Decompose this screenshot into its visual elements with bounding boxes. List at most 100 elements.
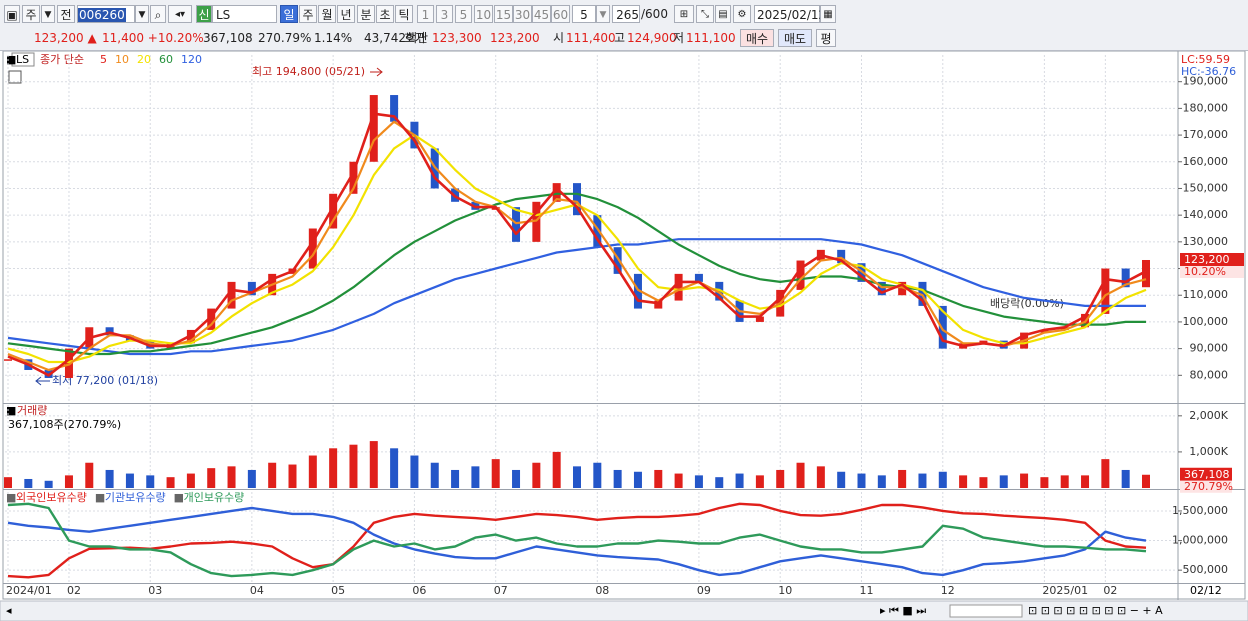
minute-option[interactable]: 3: [436, 5, 453, 23]
volume-bar: [654, 469, 663, 488]
y-tick-label: 2,000K: [1189, 409, 1228, 422]
volume-bar: [735, 473, 744, 488]
y-tick-label: 500,000: [1183, 563, 1229, 576]
period-tab[interactable]: 주: [299, 5, 317, 23]
scroll-controls[interactable]: ▸ ⏮ ■ ⏭: [880, 604, 926, 617]
ask-label: 호가: [404, 31, 427, 45]
minute-option[interactable]: 60: [551, 5, 570, 23]
zoom-controls[interactable]: ⊡ ⊡ ⊡ ⊡ ⊡ ⊡ ⊡ ⊡ − + A: [1028, 604, 1163, 617]
minute-option[interactable]: 45: [532, 5, 551, 23]
chart-icon[interactable]: ▣: [4, 5, 20, 23]
tool-icon[interactable]: ⤡: [696, 5, 714, 23]
line-series: [7, 238, 1146, 356]
legend-dot: ■: [6, 53, 16, 66]
volume-bar: [674, 473, 683, 488]
chart-name: LS: [16, 53, 29, 66]
new-badge[interactable]: 신: [196, 5, 212, 23]
volume-bar: [1121, 469, 1130, 488]
hc-label: HC:-36.76: [1181, 65, 1236, 78]
last-volume-ratio-tag: [1180, 480, 1232, 493]
avg-button[interactable]: 평: [816, 29, 836, 47]
period-tab[interactable]: 분: [357, 5, 375, 23]
candle: [613, 247, 622, 274]
turnover: 1.14%: [314, 31, 353, 45]
volume-bar: [227, 466, 236, 488]
sound[interactable]: ◂▾: [168, 5, 192, 23]
volume-bar: [369, 441, 378, 488]
minute-option[interactable]: 15: [494, 5, 513, 23]
volume-bar: [410, 455, 419, 488]
scroll-left[interactable]: ◂: [6, 604, 12, 617]
interval-input[interactable]: 5: [572, 5, 596, 23]
count-input[interactable]: 265: [612, 5, 640, 23]
dropdown[interactable]: ▼: [135, 5, 149, 23]
market[interactable]: 전: [57, 5, 75, 23]
candle: [1142, 259, 1150, 288]
period-tab[interactable]: 월: [318, 5, 336, 23]
legend-title: 종가 단순: [40, 53, 84, 66]
volume-bar: [613, 469, 622, 488]
scroll-bar[interactable]: [0, 600, 1248, 621]
sell-button[interactable]: 매도: [778, 29, 812, 47]
mode[interactable]: 주: [22, 5, 40, 23]
zoom-slider[interactable]: [949, 604, 1023, 618]
search[interactable]: ⌕: [150, 5, 166, 23]
minute-option[interactable]: 30: [513, 5, 532, 23]
code: 006260: [78, 8, 126, 22]
legend-entry: 5: [100, 53, 107, 66]
code-input[interactable]: 006260: [77, 5, 135, 23]
candle: [633, 273, 642, 309]
volume-bar: [349, 444, 358, 488]
date-input[interactable]: 2025/02/12: [754, 5, 826, 23]
last-volume-ratio: 270.79%: [1184, 480, 1233, 493]
volume-bar: [877, 475, 886, 488]
last-change-label: 10.20%: [1184, 265, 1226, 278]
volume-bar: [288, 464, 297, 488]
buy-button[interactable]: 매수: [740, 29, 774, 47]
legend-entry: 120: [181, 53, 202, 66]
candle: [796, 260, 805, 290]
candle: [877, 281, 886, 296]
annotation-arrow: [370, 67, 383, 77]
candle: [4, 359, 12, 361]
tool-icon[interactable]: ⊞: [674, 5, 694, 23]
legend-entry: 개인보유수량: [184, 491, 245, 504]
settings[interactable]: ⚙: [733, 5, 751, 23]
y-tick-label: 140,000: [1183, 208, 1229, 221]
x-tick-label: 04: [250, 584, 264, 597]
x-tick-label: 06: [412, 584, 426, 597]
candle: [532, 201, 541, 242]
candle: [938, 305, 947, 349]
period-tab[interactable]: 틱: [395, 5, 413, 23]
period-tab[interactable]: 년: [337, 5, 355, 23]
y-tick-label: 1,000,000: [1172, 534, 1228, 547]
line-series: [7, 112, 1147, 377]
volume-bar: [633, 471, 642, 488]
candle: [898, 281, 907, 296]
x-tick-label: 10: [778, 584, 792, 597]
dropdown[interactable]: ▼: [41, 5, 55, 23]
line-series: [7, 134, 1147, 364]
dropdown[interactable]: ▼: [596, 5, 610, 23]
volume-bar: [430, 462, 439, 488]
calendar[interactable]: ▦: [820, 5, 836, 23]
minute-option[interactable]: 1: [417, 5, 434, 23]
period-tab[interactable]: 초: [376, 5, 394, 23]
tool-icon[interactable]: ▤: [715, 5, 731, 23]
period-tab[interactable]: 일: [280, 5, 298, 23]
volume-bar: [593, 462, 602, 488]
table-icon[interactable]: [8, 70, 22, 84]
last-volume-label: 367,108: [1184, 468, 1230, 481]
candle: [329, 193, 338, 229]
volume-bar: [816, 466, 825, 488]
candle: [715, 281, 724, 301]
candle: [247, 281, 256, 296]
volume-bar: [268, 462, 277, 488]
candle: [837, 249, 846, 264]
volume-bar: [471, 466, 480, 488]
low-label: 저: [673, 31, 685, 45]
minute-option[interactable]: 5: [455, 5, 472, 23]
minute-option[interactable]: 10: [474, 5, 493, 23]
name-input[interactable]: LS: [212, 5, 277, 23]
